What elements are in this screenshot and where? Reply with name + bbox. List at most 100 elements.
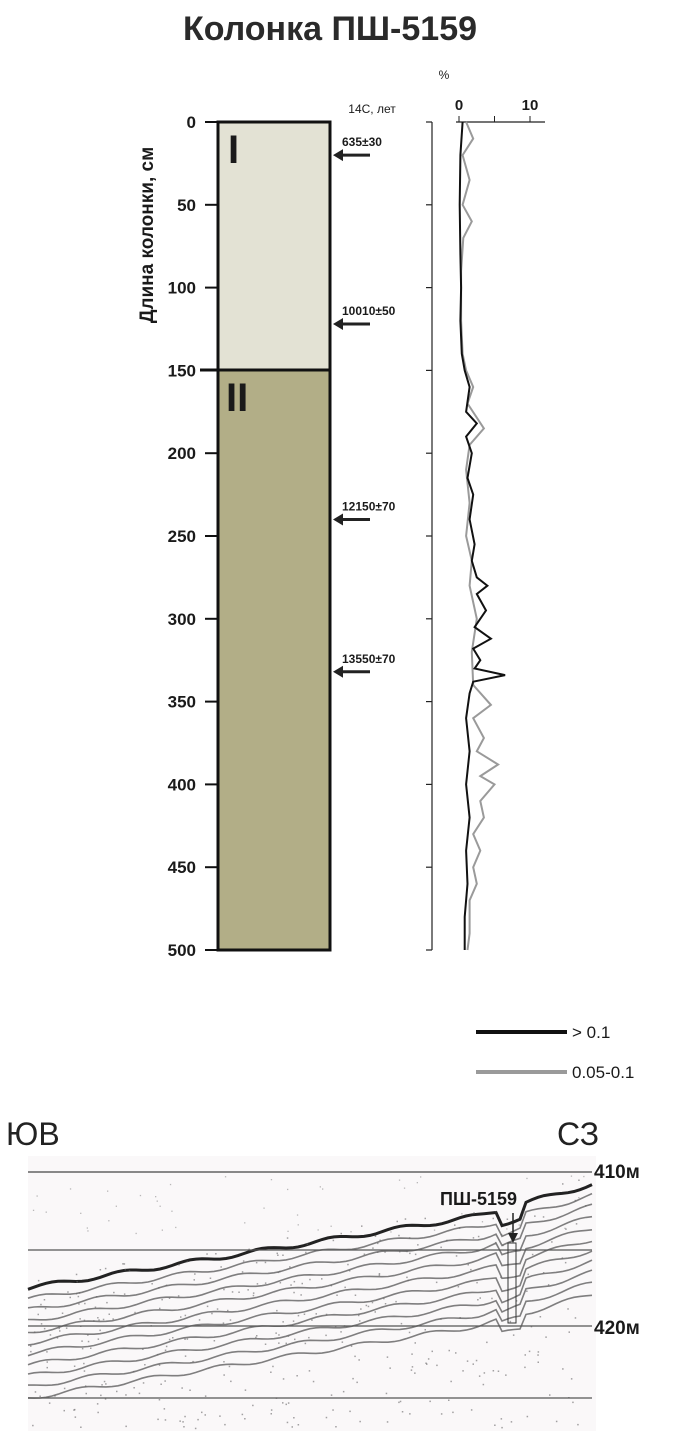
- noise-dot: [172, 1337, 174, 1339]
- noise-dot: [570, 1378, 573, 1380]
- noise-dot: [446, 1239, 448, 1242]
- noise-dot: [80, 1426, 82, 1428]
- noise-dot: [376, 1251, 379, 1253]
- noise-dot: [301, 1282, 303, 1285]
- noise-dot: [39, 1395, 41, 1397]
- noise-dot: [157, 1418, 159, 1421]
- noise-dot: [90, 1347, 92, 1349]
- noise-dot: [282, 1378, 285, 1380]
- noise-dot: [293, 1417, 295, 1419]
- noise-dot: [371, 1301, 374, 1304]
- noise-dot: [80, 1212, 82, 1214]
- noise-dot: [37, 1313, 39, 1316]
- noise-dot: [151, 1283, 153, 1285]
- noise-dot: [409, 1413, 411, 1415]
- noise-dot: [164, 1419, 167, 1421]
- noise-dot: [107, 1190, 109, 1192]
- noise-dot: [383, 1297, 385, 1300]
- depth-tick-label-150: 150: [168, 361, 196, 380]
- noise-dot: [75, 1293, 78, 1295]
- noise-dot: [189, 1389, 191, 1391]
- unit-ii-label: II: [226, 376, 248, 420]
- depth-label-410: 410м: [594, 1162, 640, 1183]
- profile-reflectors: [27, 1183, 593, 1399]
- reflector-6: [27, 1250, 593, 1357]
- depth-label-420: 420м: [594, 1318, 640, 1339]
- noise-dot: [81, 1347, 84, 1350]
- noise-dot: [564, 1261, 567, 1264]
- depth-tick-label-50: 50: [177, 196, 196, 215]
- noise-dot: [291, 1426, 293, 1428]
- noise-dot: [156, 1353, 159, 1356]
- noise-dot: [585, 1205, 587, 1207]
- noise-dot: [184, 1415, 186, 1418]
- noise-dot: [542, 1272, 545, 1274]
- noise-dot: [134, 1311, 136, 1314]
- noise-dot: [360, 1308, 362, 1310]
- noise-dot: [361, 1225, 363, 1227]
- noise-dot: [303, 1313, 306, 1315]
- noise-dot: [292, 1320, 295, 1322]
- noise-dot: [526, 1177, 528, 1180]
- noise-dot: [294, 1338, 296, 1341]
- date-label-1: 10010±50: [342, 304, 396, 318]
- noise-dot: [545, 1336, 547, 1338]
- noise-dot: [201, 1411, 203, 1414]
- noise-dot: [192, 1360, 194, 1363]
- noise-dot: [293, 1280, 296, 1283]
- noise-dot: [424, 1217, 426, 1220]
- noise-dot: [459, 1317, 461, 1319]
- depth-tick-label-250: 250: [168, 527, 196, 546]
- noise-dot: [356, 1381, 358, 1384]
- depth-tick-label-300: 300: [168, 610, 196, 629]
- noise-dot: [466, 1360, 469, 1362]
- noise-dot: [238, 1291, 240, 1293]
- noise-dot: [97, 1338, 100, 1340]
- noise-dot: [562, 1368, 564, 1370]
- noise-dot: [330, 1284, 333, 1287]
- noise-dot: [242, 1260, 245, 1262]
- noise-dot: [83, 1362, 85, 1365]
- noise-dot: [106, 1301, 108, 1304]
- noise-dot: [472, 1237, 475, 1239]
- noise-dot: [84, 1302, 86, 1305]
- noise-dot: [549, 1394, 551, 1396]
- noise-dot: [537, 1361, 539, 1363]
- noise-dot: [278, 1334, 280, 1336]
- noise-dot: [574, 1317, 577, 1319]
- noise-dot: [241, 1271, 244, 1273]
- reflector-9: [27, 1281, 593, 1387]
- noise-dot: [135, 1232, 137, 1235]
- noise-dot: [276, 1309, 278, 1312]
- noise-dot: [358, 1359, 360, 1361]
- noise-dot: [470, 1409, 473, 1411]
- depth-axis-title: Длина колонки, см: [137, 147, 158, 323]
- noise-dot: [282, 1402, 284, 1404]
- noise-dot: [116, 1390, 118, 1393]
- noise-dot: [505, 1374, 507, 1376]
- date-arrow-head-0: [333, 149, 343, 162]
- noise-dot: [452, 1411, 454, 1414]
- noise-dot: [359, 1320, 361, 1322]
- noise-dot: [386, 1421, 389, 1423]
- noise-dot: [399, 1400, 402, 1403]
- reflector-2: [27, 1203, 593, 1309]
- noise-dot: [59, 1330, 61, 1332]
- noise-dot: [325, 1416, 328, 1419]
- noise-dot: [433, 1229, 436, 1231]
- reflector-4: [27, 1229, 593, 1334]
- noise-dot: [108, 1220, 110, 1222]
- noise-dot: [404, 1218, 407, 1220]
- noise-dot: [401, 1411, 404, 1413]
- noise-dot: [161, 1229, 163, 1231]
- noise-dot: [477, 1235, 480, 1238]
- noise-dot: [86, 1227, 88, 1229]
- noise-dot: [270, 1371, 272, 1373]
- noise-dot: [384, 1251, 386, 1253]
- noise-dot: [102, 1318, 105, 1321]
- noise-dot: [101, 1384, 103, 1386]
- noise-dot: [332, 1409, 334, 1411]
- noise-dot: [36, 1195, 38, 1197]
- reflector-8: [27, 1269, 593, 1375]
- noise-dot: [561, 1257, 564, 1259]
